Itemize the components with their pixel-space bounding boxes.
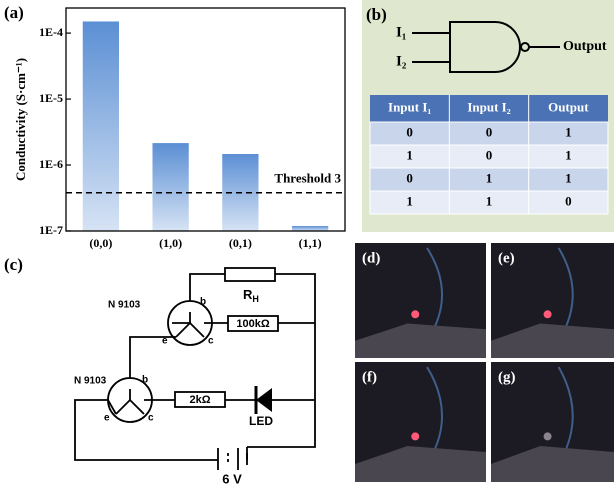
panel-label: (g)	[498, 369, 516, 385]
truth-table: Input I₁ Input I₂ Output 0 0 1 1 0 1 0 1 1 1 1 0	[369, 95, 609, 215]
led-glow	[411, 432, 420, 441]
bar	[152, 143, 189, 231]
resistor-label: 2kΩ	[189, 394, 210, 406]
x-tick-label: (0,0)	[89, 236, 112, 250]
led-label: LED	[249, 414, 273, 428]
led-glow	[411, 310, 420, 319]
photo-breadboard	[491, 446, 614, 482]
photo-breadboard	[491, 323, 614, 358]
table-cell: 1	[565, 147, 572, 162]
y-tick-label: 1E-4	[39, 25, 63, 39]
x-tick-label: (0,1)	[229, 236, 252, 250]
table-header-bg	[370, 95, 608, 122]
table-cell: 0	[406, 170, 413, 185]
chart-a: (a) Conductivity (S·cm⁻¹) (0,0) (1,0) (0,1) (…	[4, 3, 346, 250]
panel-label: (b)	[366, 5, 387, 24]
table-header: Input I₁	[388, 99, 431, 114]
x-tick-label: (1,0)	[159, 236, 182, 250]
panel-label: (f)	[362, 369, 377, 385]
circuit	[74, 267, 316, 470]
table-cell: 1	[486, 193, 493, 208]
input-label: I₁	[396, 24, 406, 40]
battery-label: 6 V	[222, 471, 242, 484]
plot-frame	[65, 7, 346, 232]
panel-label: (e)	[498, 250, 515, 266]
table-cell: 0	[565, 193, 572, 208]
photo-breadboard	[355, 323, 486, 358]
pin-label: b	[142, 375, 148, 386]
rh-sub: H	[252, 294, 259, 304]
table-row-bg	[369, 190, 609, 215]
y-tick-label: 1E-7	[39, 223, 63, 237]
panel-label: (d)	[362, 250, 380, 266]
transistor-label: N 9103	[74, 376, 107, 387]
table-cell: 0	[406, 124, 413, 139]
x-tick-label: (1,1)	[299, 236, 322, 250]
photo-wires	[426, 247, 443, 330]
table-cell: 1	[565, 170, 572, 185]
led-glow	[543, 432, 552, 441]
y-axis-label: Conductivity (S·cm⁻¹)	[13, 58, 28, 181]
pin-label: b	[200, 297, 206, 308]
photo-wires	[557, 366, 574, 453]
led-symbol	[256, 388, 272, 412]
pin-label: e	[162, 336, 168, 347]
nand-gate	[412, 21, 560, 73]
y-tick-label: 1E-5	[39, 91, 63, 105]
rh-main: R	[243, 287, 253, 302]
table-cell: 0	[486, 124, 493, 139]
table-header: Input I₂	[467, 99, 510, 114]
panel-label: (c)	[4, 255, 23, 274]
bar	[291, 226, 329, 231]
photo-wires	[426, 366, 443, 453]
table-cell: 0	[486, 147, 493, 162]
table-cell: 1	[486, 170, 493, 185]
table-cell: 1	[406, 147, 413, 162]
table-cell: 1	[406, 193, 413, 208]
input-label: I₂	[396, 53, 407, 69]
table-cell: 1	[565, 124, 572, 139]
led-glow	[543, 310, 552, 319]
photo-breadboard	[355, 446, 486, 482]
resistor-label: 100kΩ	[236, 318, 269, 330]
pin-label: c	[148, 413, 154, 424]
pin-label: e	[104, 413, 110, 424]
threshold-label: Threshold 3	[274, 171, 341, 186]
table-header: Output	[548, 99, 589, 114]
y-tick-label: 1E-6	[39, 157, 63, 171]
pin-label: c	[208, 336, 214, 347]
output-label: Output	[563, 39, 607, 54]
transistor-label: N 9103	[108, 300, 141, 311]
photo-wires	[557, 247, 574, 330]
rh-label: RH	[243, 287, 259, 304]
panel-label: (a)	[4, 3, 24, 22]
photos: (d) (e) (f) (g)	[355, 243, 614, 482]
bar	[82, 21, 120, 231]
